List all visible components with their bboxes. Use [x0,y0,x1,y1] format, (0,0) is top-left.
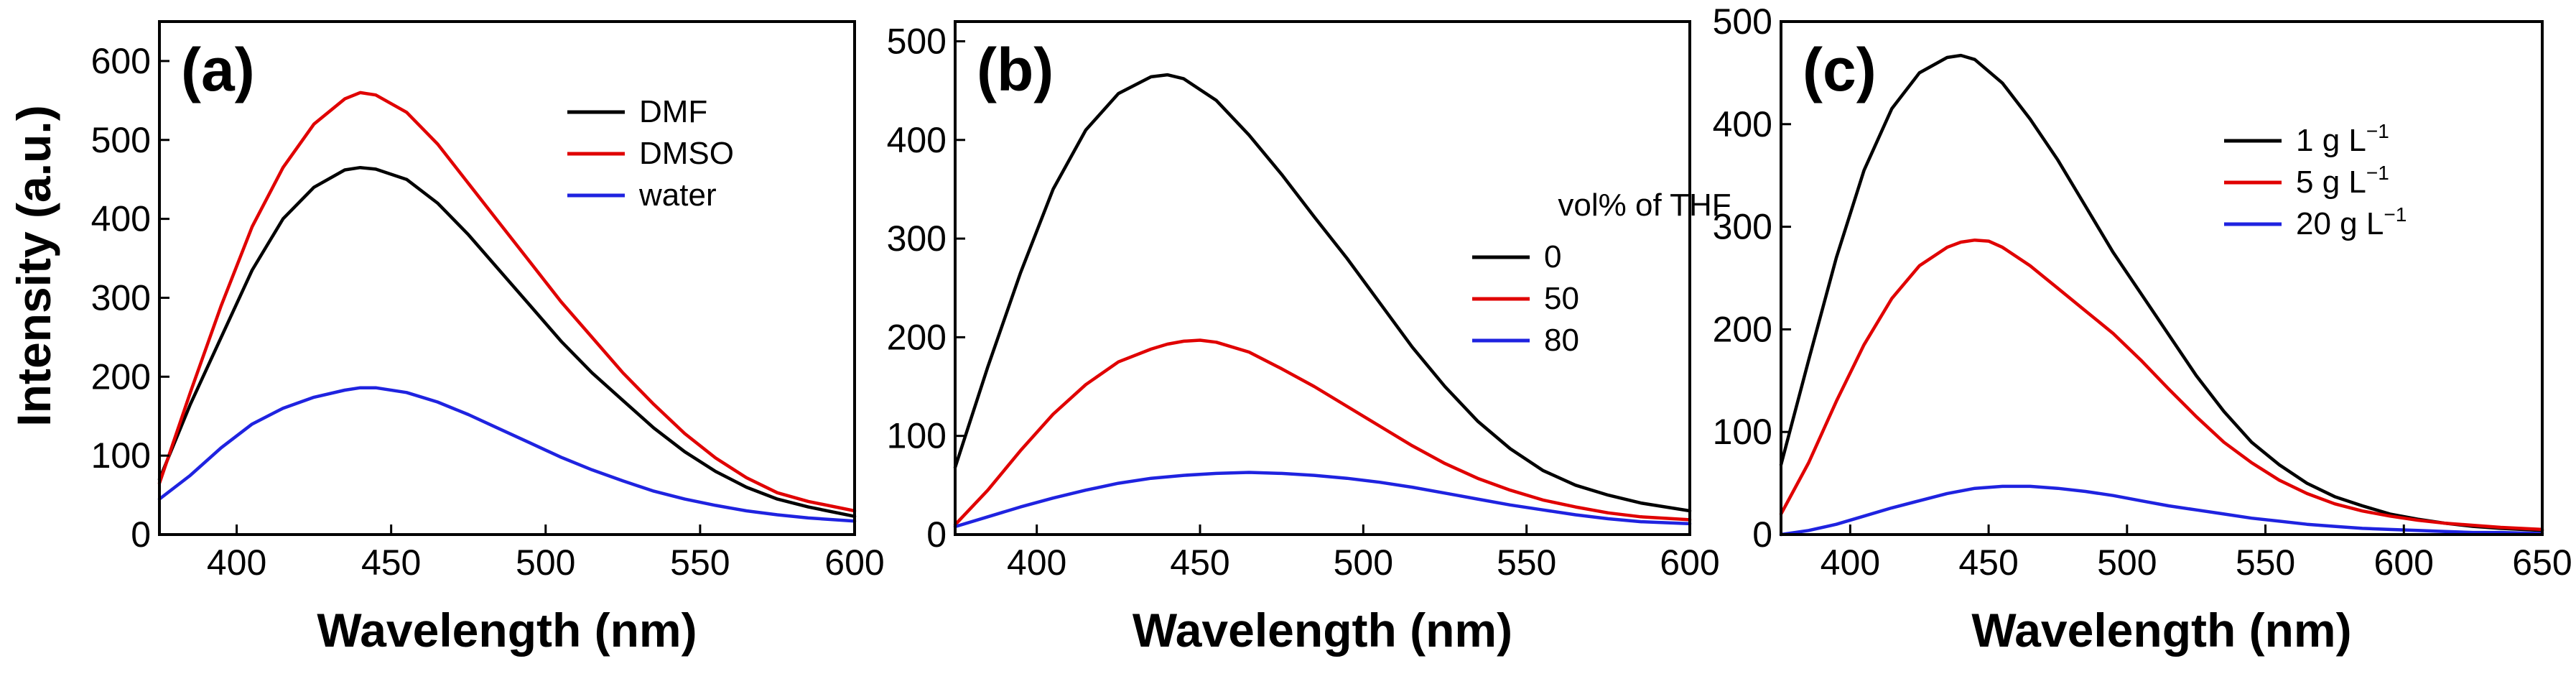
panels: 400 450 500 550 6000100200300400500600Wavele… [91,1,2572,657]
series-line-2-1 [953,73,1692,513]
chart-panel-1: 400 450 500 550 600 0 100 200 300 400 500 600 Wavele… [91,20,885,657]
plot-frame [954,20,1691,536]
x-axis-title: Wavelength (nm) [317,604,697,657]
x-tick-label: 550 [1497,542,1556,583]
series-line-2-2 [953,338,1692,527]
x-tick-label: 600 [824,542,884,583]
y-tick-label: 500 [91,120,151,160]
legend-title: vol% of THF [1558,188,1731,223]
x-tick-label: 400 [1007,542,1066,583]
plot-frame [1780,20,2544,536]
y-tick-label: 100 [887,416,947,456]
chart-panel-2: 400 450 500 550 6000100200300400500Wavelengt… [887,20,1731,657]
panel-label: (a) [181,36,255,103]
y-tick-label: 600 [91,41,151,81]
legend-label-3: water [638,177,717,213]
legend-label-2: 50 [1544,281,1579,316]
y-tick-label: 200 [1713,309,1772,349]
x-tick-label: 600 [2374,542,2434,583]
x-tick-label: 450 [1958,542,2018,583]
series-line-2-3 [953,471,1692,529]
legend-label-2: DMSO [639,136,734,171]
y-tick-label: 400 [1713,104,1772,144]
chart-panel-3: 400 450 500 550 600 650 0 100 200 300 400 500 Wavele… [1713,1,2572,657]
series-line-3-2 [1779,238,2544,532]
x-tick-label: 500 [2097,542,2157,583]
x-axis-title: Wavelength (nm) [1971,604,2351,657]
x-tick-label: 550 [670,542,730,583]
y-tick-label: 300 [887,218,947,259]
x-tick-label: 400 [1821,542,1880,583]
legend-label-1: 1 g L−1 [2296,120,2389,158]
legend-label-1: 0 [1544,239,1561,274]
series-line-3-3 [1779,484,2544,537]
x-tick-label: 450 [361,542,421,583]
x-axis-title: Wavelength (nm) [1133,604,1512,657]
y-tick-label: 400 [91,199,151,239]
legend-superscript: −1 [2366,120,2389,142]
x-tick-label: 650 [2512,542,2572,583]
y-tick-label: 400 [887,120,947,160]
panel-label: (c) [1803,36,1877,103]
plot-frame [158,20,856,536]
x-tick-label: 550 [2236,542,2295,583]
shared-y-axis-title: Intensity (a.u.) [7,105,60,426]
series-line-3-1 [1779,53,2544,532]
legend-superscript: −1 [2384,203,2407,226]
x-tick-label: 500 [516,542,575,583]
x-tick-label: 500 [1334,542,1393,583]
y-tick-label: 0 [926,514,947,555]
y-tick-label: 200 [887,317,947,357]
y-tick-label: 0 [1752,514,1772,555]
series-line-1-2 [157,91,857,513]
x-tick-label: 400 [207,542,266,583]
legend-superscript: −1 [2366,162,2389,184]
y-tick-label: 500 [887,21,947,61]
y-tick-label: 300 [1713,207,1772,247]
legend-label-3: 80 [1544,323,1579,358]
panel-label: (b) [977,36,1054,103]
legend-label-3: 20 g L−1 [2296,203,2407,241]
y-tick-label: 100 [91,435,151,476]
y-tick-label: 0 [131,514,151,555]
x-tick-label: 600 [1660,542,1719,583]
y-tick-label: 500 [1713,1,1772,42]
legend-label-2: 5 g L−1 [2296,162,2389,200]
y-tick-label: 200 [91,356,151,397]
series-line-1-1 [157,165,857,518]
y-tick-label: 300 [91,277,151,318]
x-tick-label: 450 [1170,542,1229,583]
y-tick-label: 100 [1713,412,1772,452]
legend-label-1: DMF [639,94,707,129]
series-line-1-3 [157,386,857,523]
